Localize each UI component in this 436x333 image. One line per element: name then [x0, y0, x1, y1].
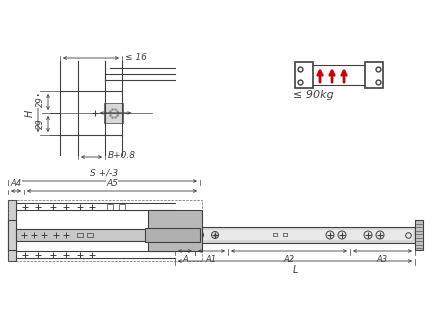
Bar [283, 233, 287, 236]
Text: A5: A5 [106, 179, 118, 188]
Text: L: L [292, 265, 298, 275]
Bar [177, 230, 413, 240]
Text: H: H [25, 109, 35, 117]
Text: S +/-3: S +/-3 [90, 169, 118, 178]
Bar [77, 233, 83, 237]
Text: A4: A4 [10, 179, 21, 188]
Bar [87, 233, 93, 237]
Bar [148, 210, 202, 251]
Text: 29: 29 [36, 119, 45, 130]
Text: A: A [182, 255, 188, 264]
Bar [145, 228, 200, 242]
Bar [295, 62, 313, 88]
Bar [175, 227, 415, 243]
Text: ≤ 90kg: ≤ 90kg [293, 90, 334, 100]
Text: 29: 29 [36, 97, 45, 107]
Bar [8, 200, 202, 261]
Bar [8, 220, 16, 250]
Bar [104, 103, 123, 123]
Bar [273, 233, 277, 236]
Text: ≤ 16: ≤ 16 [125, 54, 147, 63]
Bar [119, 203, 125, 209]
Bar [415, 220, 423, 250]
Text: B+0.8: B+0.8 [108, 152, 136, 161]
Text: A1: A1 [206, 255, 217, 264]
Bar [16, 229, 175, 241]
Bar [107, 203, 113, 209]
Text: A3: A3 [377, 255, 388, 264]
Bar [365, 62, 383, 88]
Bar [8, 200, 16, 261]
Text: A2: A2 [283, 255, 295, 264]
